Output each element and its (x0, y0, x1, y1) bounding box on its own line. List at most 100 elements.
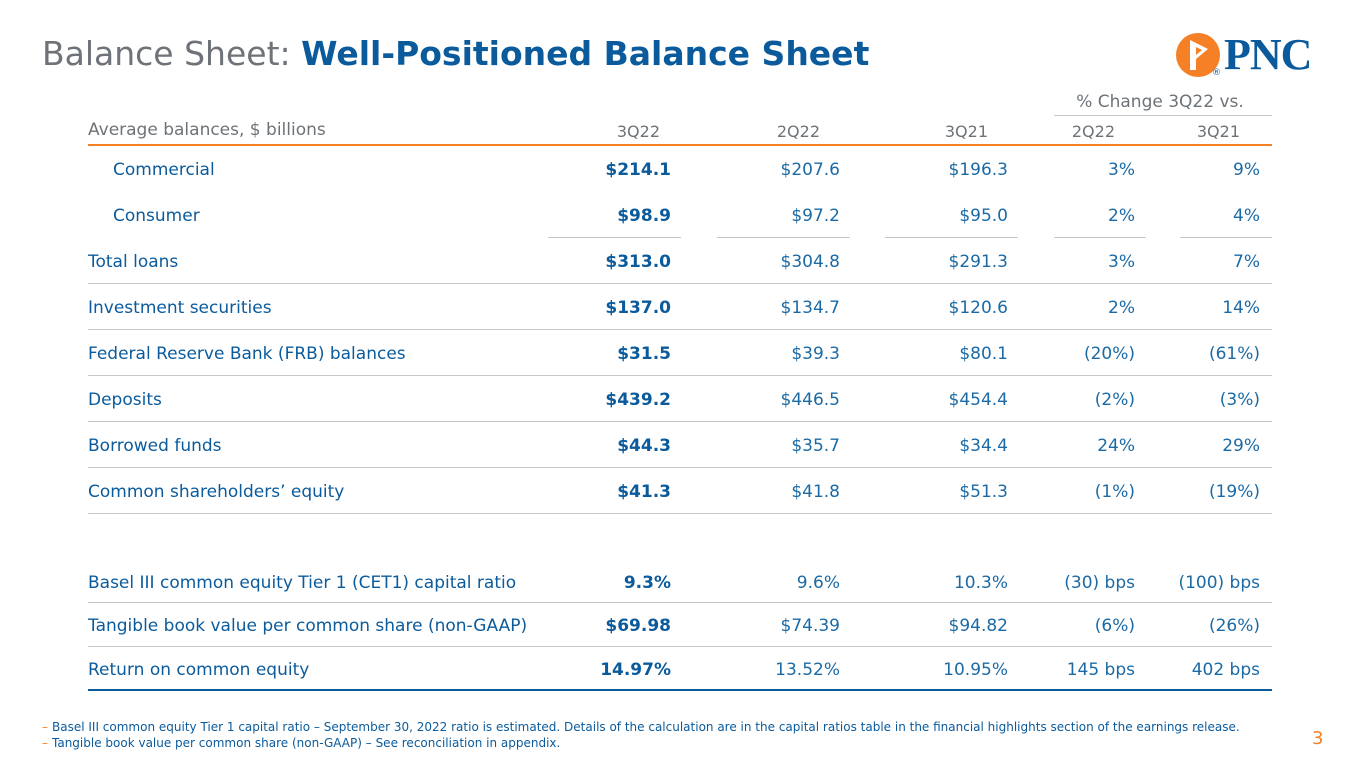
row-divider (88, 421, 1272, 422)
change-group-header: % Change 3Q22 vs. (1076, 92, 1244, 112)
table-row-borrowed-funds: Borrowed funds $44.3 $35.7 $34.4 24% 29% (88, 436, 1268, 460)
table-row-return-on-equity: Return on common equity 14.97% 13.52% 10… (88, 660, 1268, 684)
subtotal-rule-chg-2q22 (1054, 237, 1146, 238)
value-2q22: $35.7 (791, 436, 840, 456)
change-3q21: (61%) (1208, 344, 1260, 364)
table-row-tangible-book-value: Tangible book value per common share (no… (88, 616, 1268, 640)
row-label: Commercial (113, 160, 215, 180)
value-3q22: $31.5 (617, 344, 671, 364)
footnote-text: Basel III common equity Tier 1 capital r… (52, 720, 1240, 734)
value-2q22: $74.39 (780, 616, 840, 636)
value-3q21: $196.3 (948, 160, 1008, 180)
change-2q22: 24% (1097, 436, 1135, 456)
value-3q22: $98.9 (617, 206, 671, 226)
col-header-chg-3q21: 3Q21 (1196, 122, 1240, 141)
change-2q22: 2% (1108, 298, 1135, 318)
value-2q22: 9.6% (796, 573, 840, 593)
value-2q22: $207.6 (780, 160, 840, 180)
row-label: Tangible book value per common share (no… (88, 616, 528, 636)
footnote-marker: – (42, 720, 48, 734)
footnote-text: Tangible book value per common share (no… (52, 736, 561, 750)
value-2q22: 13.52% (775, 660, 840, 680)
change-2q22: (30) bps (1064, 573, 1135, 593)
subtotal-rule-chg-3q21 (1180, 237, 1272, 238)
change-3q21: 14% (1222, 298, 1260, 318)
value-2q22: $39.3 (791, 344, 840, 364)
value-3q21: $51.3 (959, 482, 1008, 502)
value-3q21: $94.82 (948, 616, 1008, 636)
row-label: Basel III common equity Tier 1 (CET1) ca… (88, 573, 517, 593)
row-label: Consumer (113, 206, 200, 226)
value-3q22: $44.3 (617, 436, 671, 456)
change-3q21: 7% (1233, 252, 1260, 272)
change-3q21: (19%) (1208, 482, 1260, 502)
value-3q22: $214.1 (605, 160, 671, 180)
value-3q22: 9.3% (623, 573, 671, 593)
title-headline: Well-Positioned Balance Sheet (301, 34, 870, 73)
value-3q22: $69.98 (605, 616, 671, 636)
row-label: Investment securities (88, 298, 272, 318)
change-3q21: 9% (1233, 160, 1260, 180)
table-row-consumer: Consumer $98.9 $97.2 $95.0 2% 4% (88, 206, 1268, 230)
row-divider (88, 375, 1272, 376)
change-2q22: 145 bps (1066, 660, 1135, 680)
title-section: Balance Sheet: (42, 34, 291, 73)
table-row-commercial: Commercial $214.1 $207.6 $196.3 3% 9% (88, 160, 1268, 184)
subtotal-rule-3q21 (885, 237, 1018, 238)
change-3q21: (26%) (1208, 616, 1260, 636)
change-3q21: (100) bps (1178, 573, 1260, 593)
page-number: 3 (1312, 728, 1324, 749)
value-3q21: 10.3% (953, 573, 1008, 593)
footnote-tbv: – Tangible book value per common share (n… (42, 736, 560, 750)
page-title: Balance Sheet: Well-Positioned Balance S… (42, 32, 869, 76)
row-divider (88, 467, 1272, 468)
value-3q21: $120.6 (948, 298, 1008, 318)
value-3q21: $95.0 (959, 206, 1008, 226)
table-bottom-rule (88, 689, 1272, 691)
row-divider (88, 513, 1272, 514)
value-3q22: $137.0 (605, 298, 671, 318)
value-3q21: $454.4 (948, 390, 1008, 410)
change-2q22: (1%) (1094, 482, 1135, 502)
value-3q22: $313.0 (605, 252, 671, 272)
subtotal-rule-3q22 (548, 237, 681, 238)
footnote-marker: – (42, 736, 48, 750)
col-header-3q22: 3Q22 (616, 122, 660, 141)
value-3q21: $291.3 (948, 252, 1008, 272)
row-divider (88, 646, 1272, 647)
value-3q21: $34.4 (959, 436, 1008, 456)
col-header-2q22: 2Q22 (776, 122, 820, 141)
subtotal-rule-2q22 (717, 237, 850, 238)
footnote-cet1: – Basel III common equity Tier 1 capital … (42, 720, 1240, 734)
change-3q21: 402 bps (1191, 660, 1260, 680)
change-2q22: (2%) (1094, 390, 1135, 410)
value-3q21: $80.1 (959, 344, 1008, 364)
value-3q22: $41.3 (617, 482, 671, 502)
table-row-cet1-ratio: Basel III common equity Tier 1 (CET1) ca… (88, 573, 1268, 597)
row-label: Return on common equity (88, 660, 310, 680)
value-3q21: 10.95% (943, 660, 1008, 680)
header-divider (88, 144, 1272, 146)
col-header-chg-2q22: 2Q22 (1071, 122, 1115, 141)
table-row-deposits: Deposits $439.2 $446.5 $454.4 (2%) (3%) (88, 390, 1268, 414)
row-divider (88, 602, 1272, 603)
table-row-common-equity: Common shareholders’ equity $41.3 $41.8 … (88, 482, 1268, 506)
table-row-total-loans: Total loans $313.0 $304.8 $291.3 3% 7% (88, 252, 1268, 276)
registered-mark: ® (1212, 68, 1221, 78)
change-2q22: (6%) (1094, 616, 1135, 636)
table-row-investment-securities: Investment securities $137.0 $134.7 $120… (88, 298, 1268, 322)
pnc-logo: PNC ® (1174, 30, 1334, 80)
value-3q22: $439.2 (605, 390, 671, 410)
table-row-frb-balances: Federal Reserve Bank (FRB) balances $31.… (88, 344, 1268, 368)
value-2q22: $304.8 (780, 252, 840, 272)
pnc-mark-icon (1176, 33, 1220, 77)
row-label: Deposits (88, 390, 162, 410)
row-label: Federal Reserve Bank (FRB) balances (88, 344, 406, 364)
change-3q21: 4% (1233, 206, 1260, 226)
change-3q21: (3%) (1219, 390, 1260, 410)
row-label: Borrowed funds (88, 436, 222, 456)
change-2q22: 3% (1108, 252, 1135, 272)
change-2q22: 2% (1108, 206, 1135, 226)
row-divider (88, 329, 1272, 330)
change-2q22: 3% (1108, 160, 1135, 180)
